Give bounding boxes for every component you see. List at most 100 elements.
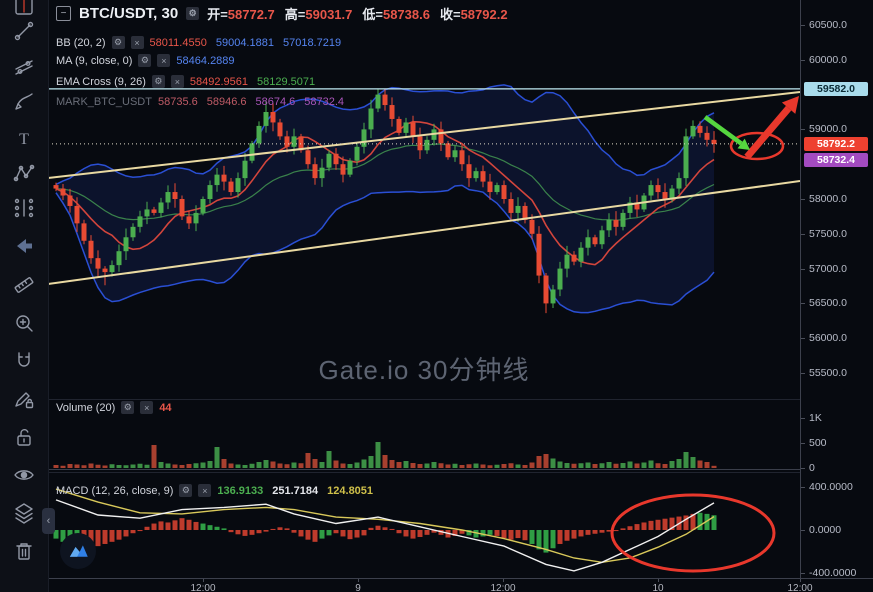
pane-separator[interactable] <box>48 472 873 473</box>
macd-tick-label: 0.0000 <box>809 524 842 536</box>
eye-visibility-icon[interactable] <box>12 463 36 487</box>
green-down-arrow-annotation-head <box>737 138 750 150</box>
time-tick-label: 10 <box>652 583 664 592</box>
volume-indicator-name[interactable]: Volume (20) <box>56 401 116 414</box>
indicator-name[interactable]: MARK_BTC_USDT <box>56 96 152 108</box>
layers-icon[interactable] <box>12 501 36 525</box>
indicator-settings-gear-icon[interactable]: ⚙ <box>111 36 125 49</box>
indicator-row: MARK_BTC_USDT 58735.6 58946.6 58674.6 58732.… <box>56 96 344 108</box>
price-tick-label: 56000.0 <box>809 332 847 345</box>
volume-tick-label: 500 <box>809 437 827 449</box>
red-up-arrow-annotation <box>744 105 792 160</box>
macd-value: 136.9133 <box>217 484 264 497</box>
macd-close-icon[interactable]: × <box>198 484 212 497</box>
trend-line-tool-icon[interactable] <box>12 19 36 43</box>
macd-line <box>55 499 715 572</box>
forecast-tool-icon[interactable] <box>12 196 36 220</box>
indicator-close-icon[interactable]: × <box>170 75 184 88</box>
macd-value: 251.7184 <box>272 484 319 497</box>
indicator-name[interactable]: EMA Cross (9, 26) <box>56 75 146 88</box>
volume-bars-group <box>53 442 717 468</box>
indicator-settings-gear-icon[interactable]: ⚙ <box>151 75 165 88</box>
indicator-value: 58492.9561 <box>189 75 248 88</box>
ohlc-item: 开=58772.7 <box>207 7 275 22</box>
macd-values: 136.9133 251.7184 124.8051 <box>217 485 373 497</box>
broker-logo <box>60 533 96 569</box>
red-up-arrow-annotation-head <box>781 96 799 114</box>
indicator-row: MA (9, close, 0) ⚙ × 58464.2889 <box>56 54 235 67</box>
price-axis[interactable]: 60500.0 60000.0 59000.0 58000.0 57500.0 57000… <box>800 0 873 579</box>
crosshair-tool-icon[interactable] <box>12 0 36 18</box>
volume-tick-label: 1K <box>809 412 822 424</box>
price-tick-label: 59000.0 <box>809 123 847 136</box>
symbol-settings-gear-icon[interactable]: ⚙ <box>186 7 200 20</box>
indicator-value: 58946.6 <box>206 96 247 108</box>
macd-indicator-name[interactable]: MACD (12, 26, close, 9) <box>56 484 174 497</box>
text-tool-icon[interactable]: T <box>12 127 36 151</box>
bollinger-lower-band <box>55 184 715 314</box>
magnet-tool-icon[interactable] <box>12 349 36 373</box>
trash-remove-icon[interactable] <box>12 539 36 563</box>
mountain-logo-icon <box>69 545 88 557</box>
time-tick-label: 12:00 <box>190 583 216 592</box>
macd-settings-gear-icon[interactable]: ⚙ <box>179 484 193 497</box>
indicator-value: 58464.2889 <box>176 54 235 67</box>
time-axis[interactable]: 12:00 9 12:00 10 12:00 <box>48 578 873 592</box>
lower-channel-line <box>48 180 800 285</box>
drawing-lock-edit-icon[interactable] <box>12 387 36 411</box>
brush-tool-icon[interactable] <box>12 89 36 113</box>
collapse-pane-icon[interactable]: − <box>56 6 71 21</box>
volume-current-value: 44 <box>159 401 172 414</box>
indicator-close-icon[interactable]: × <box>130 36 144 49</box>
indicator-value: 57018.7219 <box>282 36 342 49</box>
price-tick-label: 60000.0 <box>809 53 847 66</box>
drawing-toolbar: T <box>0 0 49 592</box>
macd-tick-label: -400.0000 <box>809 567 857 579</box>
svg-text:T: T <box>19 131 29 148</box>
indicator-value: 58011.4550 <box>149 36 207 49</box>
indicator-close-icon[interactable]: × <box>157 54 171 67</box>
chart-area[interactable]: Gate.io 30分钟线 − BTC/USDT, 30 ⚙ 开=58772.7… <box>48 0 800 578</box>
price-level-badge[interactable]: 58792.2 <box>804 137 868 151</box>
pane-collapse-handle[interactable]: ‹ <box>42 508 55 534</box>
zoom-in-icon[interactable] <box>12 311 36 335</box>
price-level-badge[interactable]: 58732.4 <box>804 153 868 167</box>
price-level-badge[interactable]: 59582.0 <box>804 82 868 96</box>
symbol-title[interactable]: BTC/USDT, 30 <box>79 5 179 22</box>
ohlc-readout: 开=58772.7 高=59031.7 低=58738.6 收=58792.2 <box>207 4 507 23</box>
ema26-line <box>55 143 715 221</box>
macd-circle-annotation <box>610 493 776 573</box>
price-tick-label: 56500.0 <box>809 297 847 310</box>
macd-tick-label: 400.0000 <box>809 481 853 493</box>
indicator-settings-gear-icon[interactable]: ⚙ <box>138 54 152 67</box>
volume-close-icon[interactable]: × <box>140 401 154 414</box>
macd-histogram-group <box>53 512 717 553</box>
ohlc-item: 高=59031.7 <box>284 7 353 22</box>
indicator-value: 59004.1881 <box>215 36 274 49</box>
price-tick-label: 60500.0 <box>809 19 847 31</box>
price-volume-macd-chart[interactable] <box>48 0 800 578</box>
ma9-line <box>55 120 715 266</box>
undo-back-arrow-icon[interactable] <box>12 234 36 258</box>
volume-settings-gear-icon[interactable]: ⚙ <box>121 401 135 414</box>
ohlc-item: 收=58792.2 <box>439 7 508 22</box>
symbol-header: − BTC/USDT, 30 ⚙ 开=58772.7 高=59031.7 低=587… <box>56 4 508 23</box>
ruler-tool-icon[interactable] <box>12 273 36 297</box>
fib-tool-icon[interactable] <box>12 54 36 78</box>
indicator-name[interactable]: BB (20, 2) <box>56 36 106 49</box>
time-tick-label: 9 <box>355 583 361 592</box>
price-tick-label: 55500.0 <box>809 367 847 379</box>
price-tick-label: 58000.0 <box>809 193 847 205</box>
indicator-row: EMA Cross (9, 26) ⚙ × 58492.9561 58129.5071 <box>56 75 315 88</box>
lock-open-icon[interactable] <box>12 425 36 449</box>
bollinger-band-fill <box>56 84 714 313</box>
indicator-value: 58674.6 <box>255 96 296 108</box>
indicator-value: 58732.4 <box>304 96 345 108</box>
price-tick-label: 57500.0 <box>809 227 847 240</box>
pane-separator[interactable] <box>48 399 873 400</box>
volume-legend: Volume (20) ⚙ × 44 <box>56 401 172 414</box>
pattern-tool-icon[interactable] <box>12 161 36 185</box>
volume-tick-label: 0 <box>809 462 815 474</box>
indicator-name[interactable]: MA (9, close, 0) <box>56 54 133 67</box>
